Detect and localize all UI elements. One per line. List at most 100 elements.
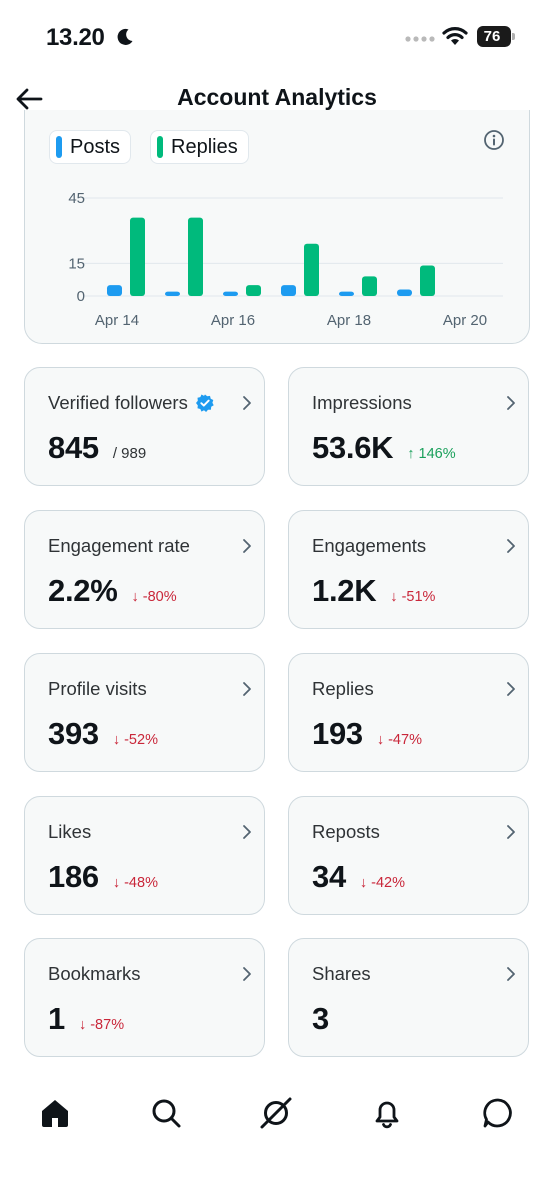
back-button[interactable] <box>12 82 46 116</box>
x-tick-label: Apr 16 <box>211 312 255 329</box>
stat-value: 2.2% <box>48 573 118 608</box>
stat-label: Shares <box>312 963 371 985</box>
y-tick-label: 45 <box>68 190 85 207</box>
x-tick-label: Apr 14 <box>95 312 139 329</box>
status-time: 13.20 <box>46 24 105 51</box>
bar-replies-apr-19[interactable] <box>420 265 435 296</box>
verified-badge-icon <box>195 394 214 412</box>
stat-value: 393 <box>48 716 99 751</box>
stat-value-row: 3 <box>312 1001 329 1037</box>
chevron-right-icon <box>507 539 515 553</box>
stat-delta: ↓ -48% <box>112 875 158 891</box>
stat-label: Profile visits <box>48 678 147 700</box>
stat-label: Reposts <box>312 821 380 843</box>
stat-label: Engagements <box>312 535 426 557</box>
stat-label: Verified followers <box>48 392 214 414</box>
stat-value-row: 393 ↓ -52% <box>48 716 158 752</box>
stat-label-text: Verified followers <box>48 392 188 413</box>
stat-label: Impressions <box>312 392 412 414</box>
stat-value: 53.6K <box>312 430 394 465</box>
stat-value-row: 193 ↓ -47% <box>312 716 422 752</box>
stat-value-row: 1 ↓ -87% <box>48 1001 124 1037</box>
chevron-right-icon <box>243 967 251 981</box>
battery-level: 76 <box>483 28 501 45</box>
stat-delta: ↓ -80% <box>131 589 177 605</box>
status-bar: 13.20 76 <box>0 0 554 76</box>
stat-card-reposts[interactable]: Reposts 34 ↓ -42% <box>288 796 529 915</box>
legend-label-posts: Posts <box>70 135 121 158</box>
search-icon[interactable] <box>149 1096 183 1130</box>
stat-delta: ↓ -47% <box>376 732 422 748</box>
signal-dots-icon <box>405 36 435 42</box>
header: Account Analytics <box>0 76 554 128</box>
stat-value-row: 2.2% ↓ -80% <box>48 573 177 609</box>
stat-value: 34 <box>312 859 346 894</box>
bar-chart: 0 15 45 Apr 14 Apr 16 Apr 18 Apr 20 <box>68 190 503 329</box>
stat-label-text: Impressions <box>312 392 412 413</box>
grok-icon[interactable] <box>259 1096 293 1130</box>
moon-icon <box>117 28 133 45</box>
bar-replies-apr-17[interactable] <box>304 243 319 296</box>
stat-card-engagements[interactable]: Engagements 1.2K ↓ -51% <box>288 510 529 629</box>
arrow-left-icon <box>16 88 43 110</box>
stat-label-text: Engagements <box>312 535 427 556</box>
stat-delta: ↓ -87% <box>78 1017 125 1033</box>
stat-delta: ↑ 146% <box>407 446 456 462</box>
stat-value-row: 53.6K ↑ 146% <box>312 430 456 466</box>
stat-label: Engagement rate <box>48 535 190 557</box>
stat-value-row: 186 ↓ -48% <box>48 859 158 895</box>
home-icon[interactable] <box>38 1096 72 1130</box>
stat-delta: ↓ -42% <box>359 875 406 891</box>
chevron-right-icon <box>243 396 251 410</box>
page-title: Account Analytics <box>177 84 377 110</box>
chevron-right-icon <box>243 825 251 839</box>
stat-value: 193 <box>312 716 363 751</box>
bar-posts-apr-15[interactable] <box>165 291 180 296</box>
stat-total: / 989 <box>112 445 147 462</box>
stat-card-replies[interactable]: Replies 193 ↓ -47% <box>288 653 529 772</box>
bar-replies-apr-18[interactable] <box>362 276 377 296</box>
stat-card-verified-followers[interactable]: Verified followers 845 / 989 <box>24 367 265 486</box>
legend-replies[interactable]: Replies <box>150 130 249 164</box>
chart-card: Posts Replies 0 15 45 Apr 14 Apr 16 Apr 18 Apr… <box>24 110 530 344</box>
stat-card-bookmarks[interactable]: Bookmarks 1 ↓ -87% <box>24 938 265 1057</box>
bar-posts-apr-17[interactable] <box>281 285 296 296</box>
bell-icon[interactable] <box>370 1096 404 1130</box>
chevron-right-icon <box>243 539 251 553</box>
stat-card-impressions[interactable]: Impressions 53.6K ↑ 146% <box>288 367 529 486</box>
stat-card-shares[interactable]: Shares 3 <box>288 938 529 1057</box>
stat-label-text: Bookmarks <box>48 963 141 984</box>
stat-value-row: 34 ↓ -42% <box>312 859 405 895</box>
bar-posts-apr-18[interactable] <box>339 291 354 296</box>
bar-replies-apr-14[interactable] <box>130 217 145 296</box>
stat-value: 1 <box>48 1001 65 1036</box>
stat-value-row: 1.2K ↓ -51% <box>312 573 435 609</box>
info-icon[interactable] <box>483 129 505 151</box>
bar-posts-apr-16[interactable] <box>223 291 238 296</box>
legend-swatch-replies <box>157 136 163 158</box>
stat-card-likes[interactable]: Likes 186 ↓ -48% <box>24 796 265 915</box>
bar-posts-apr-19[interactable] <box>397 289 412 296</box>
battery-icon: 76 <box>477 26 517 47</box>
stat-label-text: Replies <box>312 678 374 699</box>
stat-card-profile-visits[interactable]: Profile visits 393 ↓ -52% <box>24 653 265 772</box>
bar-replies-apr-15[interactable] <box>188 217 203 296</box>
legend-posts[interactable]: Posts <box>49 130 132 164</box>
bar-posts-apr-14[interactable] <box>107 285 122 296</box>
messages-icon[interactable] <box>481 1096 515 1130</box>
stat-label: Replies <box>312 678 374 700</box>
y-tick-label: 15 <box>68 255 85 272</box>
wifi-icon <box>442 27 468 45</box>
stat-value-row: 845 / 989 <box>48 430 146 466</box>
stat-label-text: Reposts <box>312 821 380 842</box>
stat-value: 3 <box>312 1001 329 1036</box>
stat-value: 186 <box>48 859 99 894</box>
stat-value: 845 <box>48 430 99 465</box>
chevron-right-icon <box>507 682 515 696</box>
legend-label-replies: Replies <box>171 135 238 158</box>
chevron-right-icon <box>507 396 515 410</box>
stat-card-engagement-rate[interactable]: Engagement rate 2.2% ↓ -80% <box>24 510 265 629</box>
legend-swatch-posts <box>56 136 62 158</box>
stat-value: 1.2K <box>312 573 377 608</box>
bar-replies-apr-16[interactable] <box>246 285 261 296</box>
